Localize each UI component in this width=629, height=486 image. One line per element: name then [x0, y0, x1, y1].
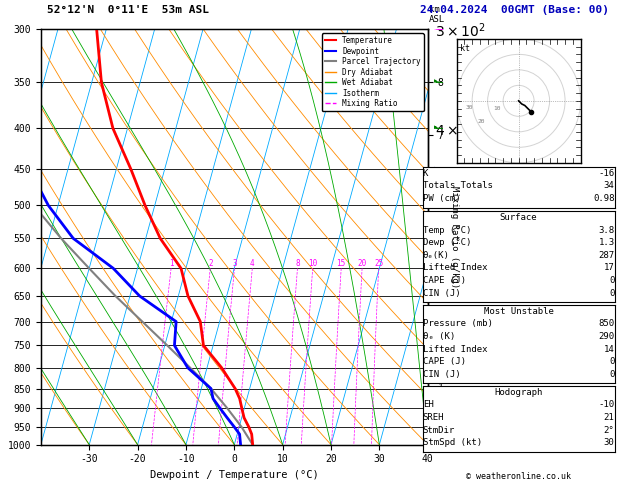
Text: 30: 30 [465, 104, 473, 109]
Text: 2: 2 [208, 260, 213, 268]
Legend: Temperature, Dewpoint, Parcel Trajectory, Dry Adiabat, Wet Adiabat, Isotherm, Mi: Temperature, Dewpoint, Parcel Trajectory… [321, 33, 424, 111]
Text: 1.3: 1.3 [598, 238, 615, 247]
Text: SREH: SREH [423, 413, 444, 422]
Text: 3.8: 3.8 [598, 226, 615, 235]
Text: CIN (J): CIN (J) [423, 289, 460, 298]
Text: 30: 30 [604, 438, 615, 448]
Text: Hodograph: Hodograph [494, 388, 543, 397]
Text: LCL: LCL [432, 427, 447, 436]
Text: kt: kt [460, 44, 470, 52]
Text: Surface: Surface [500, 213, 537, 222]
Text: 850: 850 [598, 319, 615, 329]
Text: 3: 3 [232, 260, 237, 268]
X-axis label: Dewpoint / Temperature (°C): Dewpoint / Temperature (°C) [150, 470, 319, 480]
Text: EH: EH [423, 400, 433, 410]
Text: θₑ (K): θₑ (K) [423, 332, 455, 341]
Text: CAPE (J): CAPE (J) [423, 276, 465, 285]
Text: 20: 20 [477, 119, 485, 123]
Text: Lifted Index: Lifted Index [423, 263, 487, 273]
Text: Mixing Ratio (g/kg): Mixing Ratio (g/kg) [450, 186, 459, 288]
Text: 0: 0 [609, 289, 615, 298]
Text: 15: 15 [337, 260, 346, 268]
Text: 10: 10 [493, 106, 501, 111]
Text: StmSpd (kt): StmSpd (kt) [423, 438, 482, 448]
Text: Totals Totals: Totals Totals [423, 181, 493, 191]
Text: Temp (°C): Temp (°C) [423, 226, 471, 235]
Text: PW (cm): PW (cm) [423, 194, 460, 203]
Text: 0: 0 [609, 370, 615, 379]
Text: 20: 20 [357, 260, 367, 268]
Text: 2°: 2° [604, 426, 615, 435]
Text: K: K [423, 169, 428, 178]
Text: StmDir: StmDir [423, 426, 455, 435]
Text: 290: 290 [598, 332, 615, 341]
Text: © weatheronline.co.uk: © weatheronline.co.uk [466, 472, 571, 481]
Text: Dewp (°C): Dewp (°C) [423, 238, 471, 247]
Text: 0: 0 [609, 276, 615, 285]
Text: km
ASL: km ASL [429, 5, 445, 24]
Text: Most Unstable: Most Unstable [484, 307, 554, 316]
Text: 0: 0 [609, 357, 615, 366]
Text: θₑ(K): θₑ(K) [423, 251, 450, 260]
Text: CIN (J): CIN (J) [423, 370, 460, 379]
Text: Pressure (mb): Pressure (mb) [423, 319, 493, 329]
Text: 21: 21 [604, 413, 615, 422]
Text: -10: -10 [598, 400, 615, 410]
Text: 4: 4 [250, 260, 255, 268]
Text: 1: 1 [169, 260, 174, 268]
Text: 34: 34 [604, 181, 615, 191]
Text: 52°12'N  0°11'E  53m ASL: 52°12'N 0°11'E 53m ASL [47, 4, 209, 15]
Text: 17: 17 [604, 263, 615, 273]
Text: 0.98: 0.98 [593, 194, 615, 203]
Text: 14: 14 [604, 345, 615, 354]
Y-axis label: hPa: hPa [0, 227, 2, 247]
Text: -16: -16 [598, 169, 615, 178]
Text: Lifted Index: Lifted Index [423, 345, 487, 354]
Text: 8: 8 [295, 260, 300, 268]
Text: 10: 10 [308, 260, 317, 268]
Text: CAPE (J): CAPE (J) [423, 357, 465, 366]
Text: 287: 287 [598, 251, 615, 260]
Text: 25: 25 [374, 260, 383, 268]
Text: 24.04.2024  00GMT (Base: 00): 24.04.2024 00GMT (Base: 00) [420, 4, 609, 15]
